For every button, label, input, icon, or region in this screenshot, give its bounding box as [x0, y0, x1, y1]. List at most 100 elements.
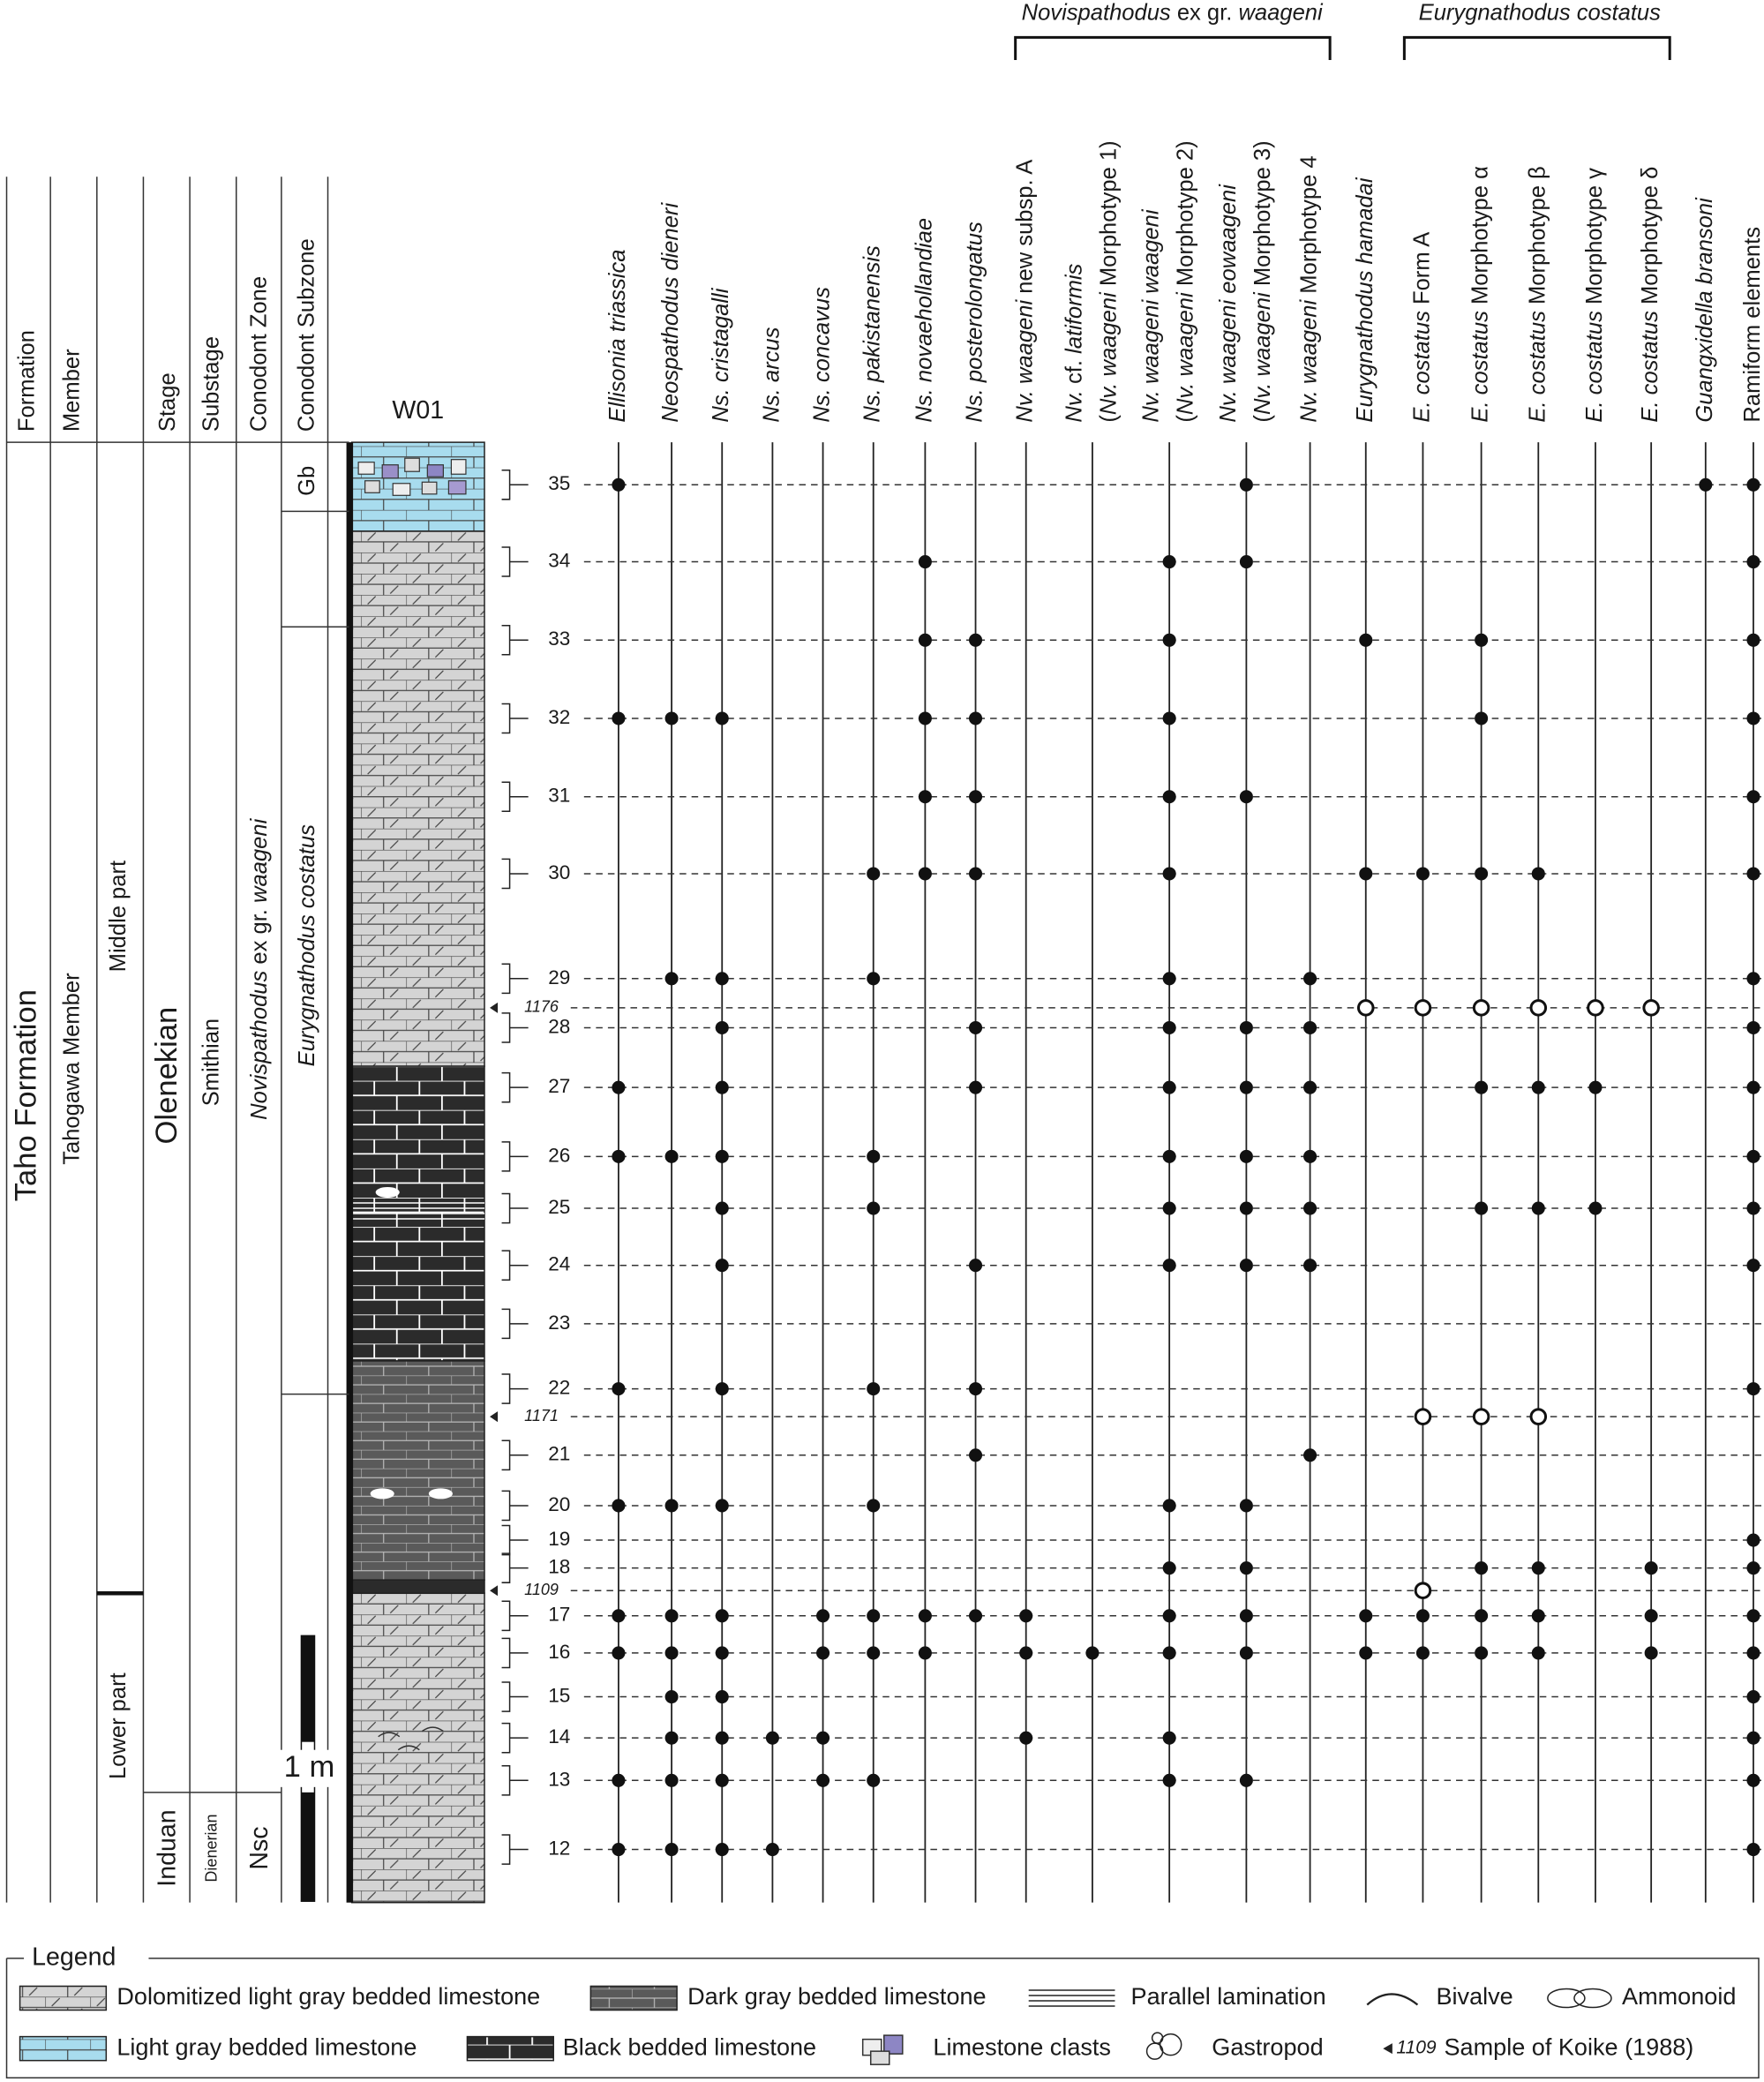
koike-occurrence [1472, 1408, 1490, 1425]
sample-number: 15 [548, 1684, 570, 1706]
group-label-part: ex gr. [1171, 0, 1239, 25]
taxon-name-part: ( [1096, 415, 1121, 423]
taxon-name-part: Guangxidella bransoni [1693, 197, 1717, 423]
taxon-name-part: Morphotype 1) [1096, 140, 1121, 292]
occurrence [1359, 1609, 1373, 1623]
occurrence [1239, 1020, 1253, 1034]
sample-bracket [501, 1681, 529, 1712]
lamination [351, 1202, 485, 1220]
occurrence [765, 1731, 779, 1745]
occurrence [867, 972, 881, 986]
sample-number: 35 [548, 472, 570, 494]
koike-occurrence [1356, 999, 1375, 1017]
taxon-name-part: Ns. novaehollandiae [912, 218, 936, 423]
member: Tahogawa Member [59, 973, 84, 1165]
occurrence [1239, 554, 1253, 569]
occurrence [715, 1080, 729, 1094]
taxon-name-part: Neospathodus dieneri [658, 202, 683, 423]
subzone: Gb [295, 466, 319, 496]
occurrence [1644, 1609, 1658, 1623]
taxon-name-part: Morphotype β [1525, 166, 1550, 311]
black-limestone [350, 1579, 485, 1594]
occurrence [1746, 477, 1760, 492]
occurrence [1303, 972, 1317, 986]
subzone-part: Eurygnathodus costatus [295, 824, 319, 1066]
sample-number: 30 [548, 861, 570, 883]
occurrence [1162, 1080, 1176, 1094]
occurrence [1162, 711, 1176, 725]
taxon-name: Eurygnathodus hamadai [1353, 177, 1377, 422]
occurrence [816, 1731, 830, 1745]
legend-koike-sample: 1109 [1396, 2038, 1437, 2058]
occurrence [918, 633, 932, 647]
occurrence [715, 972, 729, 986]
occurrence [1359, 867, 1373, 881]
occurrence [612, 1149, 626, 1163]
occurrence [1415, 1646, 1430, 1660]
taxon-name-part: Form A [1409, 232, 1434, 311]
zone-part: waageni [247, 817, 272, 903]
taxon-name-part: E. costatus [1582, 311, 1607, 423]
sample-bracket [501, 1012, 529, 1043]
occurrence [1162, 1499, 1176, 1513]
sample-number: 23 [548, 1312, 570, 1334]
taxon-name: Ellisonia triassica [605, 250, 630, 423]
occurrence [1162, 633, 1176, 647]
occurrence [918, 867, 932, 881]
taxon-name: Nv. waageni Morphotype 4 [1296, 155, 1321, 422]
occurrence [969, 1080, 983, 1094]
occurrence [1239, 1609, 1253, 1623]
taxon-name: (Nv. waageni Morphotype 2) [1173, 140, 1197, 422]
occurrence [1019, 1646, 1033, 1660]
legend-title: Legend [32, 1943, 116, 1971]
occurrence [612, 1842, 626, 1857]
koike-occurrence [1587, 999, 1604, 1017]
occurrence [612, 1646, 626, 1660]
sample-bracket [501, 781, 529, 813]
sample-bracket [501, 1071, 529, 1103]
occurrence [1303, 1149, 1317, 1163]
occurrence [1162, 790, 1176, 804]
koike-arrow [490, 1002, 499, 1013]
legend-label: Dark gray bedded limestone [687, 1982, 986, 2010]
taxon-name: E. costatus Form A [1409, 232, 1434, 423]
koike-arrow [490, 1411, 499, 1423]
koike-occurrence [1642, 999, 1660, 1017]
taxon-name: E. costatus Morphotype γ [1582, 168, 1607, 423]
substage: Smithian [199, 1018, 223, 1106]
taxon-name-part: Nv. waageni [1096, 291, 1121, 415]
taxon-name-part: Ellisonia triassica [605, 250, 630, 423]
occurrence [1162, 1773, 1176, 1787]
legend-label: Limestone clasts [933, 2033, 1111, 2060]
column-header: Conodont Zone [247, 276, 272, 432]
occurrence [1746, 711, 1760, 725]
occurrence [1531, 1561, 1545, 1575]
occurrence [969, 633, 983, 647]
occurrence [664, 1609, 679, 1623]
sample-number: 21 [548, 1443, 570, 1465]
zone: Nsc [244, 1826, 273, 1869]
koike-occurrence [1414, 999, 1432, 1017]
sample-bracket [501, 1373, 529, 1404]
occurrence [1303, 1448, 1317, 1462]
taxon-name: E. costatus Morphotype α [1467, 166, 1492, 423]
occurrence [1531, 867, 1545, 881]
occurrence [1475, 1561, 1489, 1575]
occurrence [664, 1499, 679, 1513]
occurrence [1644, 1561, 1658, 1575]
zone: Novispathodus ex gr. waageni [247, 817, 272, 1119]
occurrence [867, 1382, 881, 1396]
taxon-name: Ns. concavus [809, 287, 834, 423]
occurrence [1746, 554, 1760, 569]
occurrence [1746, 1080, 1760, 1094]
occurrence [715, 1201, 729, 1215]
legend-label: Gastropod [1212, 2033, 1323, 2060]
occurrence [1746, 1259, 1760, 1273]
sample-number: 31 [548, 785, 570, 807]
occurrence [1475, 1609, 1489, 1623]
dark-gray-limestone [350, 1360, 485, 1581]
taxon-name-part: Morphotype γ [1582, 168, 1607, 311]
taxon-name-part: Nv. waageni [1173, 291, 1197, 415]
taxon-name: Nv. cf. latiformis [1062, 263, 1086, 422]
sample-bracket [501, 1524, 529, 1556]
